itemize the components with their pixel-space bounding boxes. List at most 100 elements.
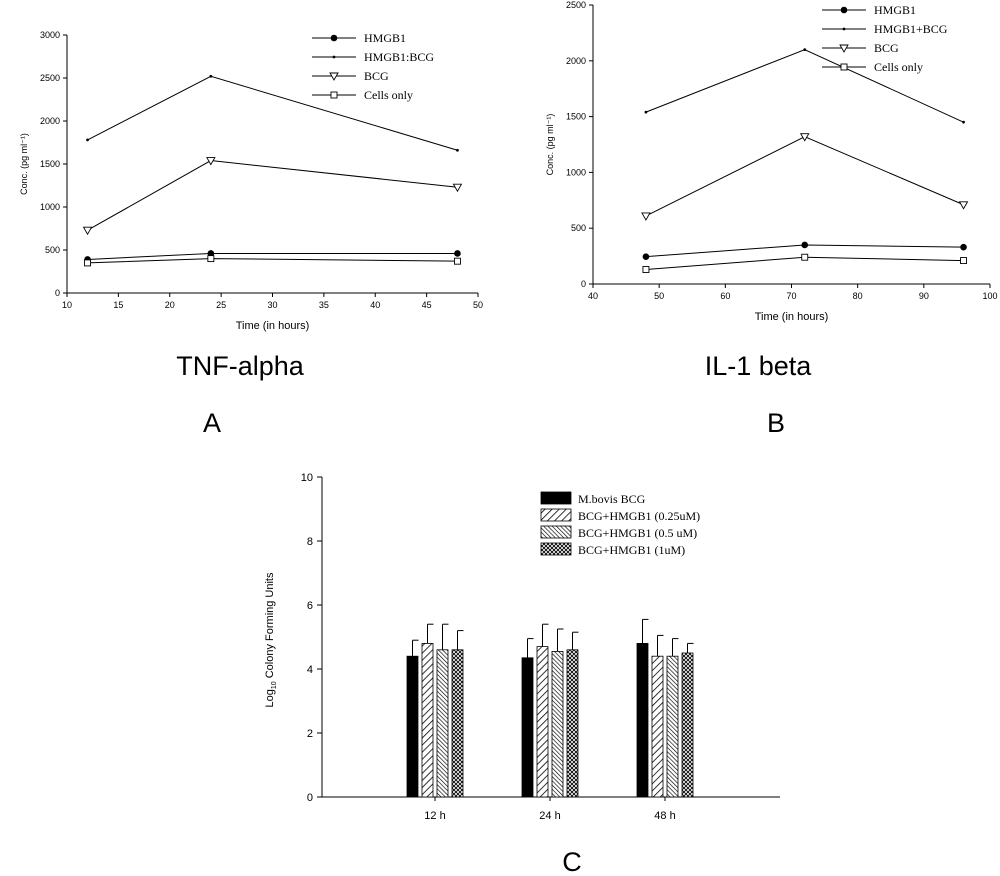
- panel-b-data-point: [801, 241, 809, 249]
- panel-b-data-point: [960, 257, 967, 265]
- panel-a-data-point: [454, 250, 461, 257]
- panel-b-y-tick-label: 2000: [566, 56, 586, 66]
- panel-a-data-point: [207, 255, 215, 263]
- panel-b-x-tick-label: 80: [853, 291, 863, 301]
- panel-c-y-tick-label: 10: [301, 472, 313, 484]
- panel-b-legend-marker: [839, 44, 849, 53]
- panel-c-bar: [566, 649, 579, 798]
- panel-a-x-tick-label: 45: [422, 300, 432, 310]
- panel-a-x-tick-label: 25: [216, 300, 226, 310]
- panel-a-data-point: [454, 257, 461, 265]
- panel-a-x-tick-label: 40: [370, 300, 380, 310]
- panel-b-x-tick-label: 90: [919, 291, 929, 301]
- panel-a-title: TNF-alpha: [176, 351, 305, 381]
- panel-c-ylabel-sub: 10: [271, 681, 278, 689]
- panel-c-bar: [666, 655, 679, 798]
- panel-c-bar: [406, 655, 419, 798]
- panel-b-data-point: [960, 243, 967, 251]
- panel-b-legend-marker: [842, 27, 846, 31]
- panel-b-data-point: [642, 253, 650, 260]
- panel-c-bar: [521, 657, 534, 798]
- panel-b-y-tick-label: 2500: [566, 0, 586, 10]
- panel-c-legend-label: BCG+HMGB1 (0.25uM): [578, 509, 700, 523]
- panel-c-y-tick-label: 2: [307, 728, 313, 740]
- panel-c-ylabel-suffix: Colony Forming Units: [264, 572, 276, 681]
- panel-a-legend-marker: [329, 72, 339, 81]
- panel-a-legend-marker: [330, 91, 338, 99]
- panel-a-y-tick-label: 2000: [40, 116, 60, 126]
- panel-c-bar: [551, 651, 564, 798]
- panel-b-x-axis-title: Time (in hours): [755, 311, 829, 323]
- panel-c-legend-swatch: [540, 542, 572, 556]
- panel-a-data-point: [452, 183, 463, 193]
- panel-c-bar: [436, 649, 449, 798]
- panel-a-legend-label: Cells only: [364, 88, 413, 102]
- panel-b-data-point: [958, 201, 969, 210]
- panel-a-legend-marker: [332, 55, 336, 59]
- panel-b-x-tick-label: 100: [982, 291, 997, 301]
- panel-b-x-tick-label: 70: [786, 291, 796, 301]
- panel-c-bar: [421, 643, 434, 798]
- panel-b-legend-label: HMGB1: [874, 3, 916, 17]
- panel-a-legend-label: HMGB1:BCG: [364, 50, 434, 64]
- panel-a-data-point: [86, 138, 89, 142]
- panel-b-y-tick-label: 0: [581, 279, 586, 289]
- panel-a-x-tick-label: 50: [473, 300, 483, 310]
- panel-b-series-line: [645, 136, 964, 217]
- panel-c-y-tick-label: 6: [307, 600, 313, 612]
- panel-a-label: A: [203, 408, 221, 438]
- panel-a-data-point: [456, 148, 459, 152]
- panel-a-y-tick-label: 0: [55, 288, 60, 298]
- panel-a-data-point: [84, 259, 92, 267]
- panel-b-y-tick-label: 1000: [566, 167, 586, 177]
- panel-c-ylabel: Log10 Colony Forming Units: [264, 572, 278, 707]
- panel-a-data-point: [209, 74, 213, 78]
- panel-c-legend-label: BCG+HMGB1 (0.5 uM): [578, 526, 697, 540]
- panel-a-y-tick-label: 500: [45, 245, 60, 255]
- panel-c-legend-swatch: [540, 491, 572, 505]
- panel-a-y-axis-title: Conc. (pg ml⁻¹): [19, 133, 29, 195]
- panel-b-data-point: [644, 110, 648, 114]
- panel-b-data-point: [799, 133, 810, 142]
- panel-a-series-line: [87, 160, 458, 231]
- panel-a-x-tick-label: 30: [267, 300, 277, 310]
- panel-a-legend-label: BCG: [364, 69, 389, 83]
- panel-b-legend-marker: [840, 63, 848, 71]
- panel-c-y-tick-label: 4: [307, 664, 313, 676]
- panel-b-y-tick-label: 500: [571, 223, 586, 233]
- panel-b-y-axis-title: Conc. (pg ml⁻¹): [545, 114, 555, 176]
- panel-c-legend-swatch: [540, 525, 572, 539]
- panel-b-title: IL-1 beta: [705, 351, 813, 381]
- panel-a-x-tick-label: 20: [165, 300, 175, 310]
- panel-a-y-tick-label: 2500: [40, 73, 60, 83]
- panel-c-legend-swatch: [540, 508, 572, 522]
- panel-a-legend-label: HMGB1: [364, 31, 406, 45]
- panel-a-chart: 10 15 20 25 30 35 40 45 500500100015002000250030…: [19, 30, 483, 332]
- panel-c-bar: [651, 655, 664, 798]
- panel-a-data-point: [82, 226, 93, 236]
- panel-b-data-point: [962, 120, 965, 124]
- panel-b-legend-label: Cells only: [874, 60, 923, 74]
- panel-b-label: B: [767, 408, 785, 438]
- panel-b-data-point: [803, 48, 807, 52]
- panel-a-x-tick-label: 35: [319, 300, 329, 310]
- panel-c-category-label: 48 h: [654, 810, 675, 822]
- panel-a-x-axis-title: Time (in hours): [236, 320, 310, 332]
- panel-a-y-tick-label: 1500: [40, 159, 60, 169]
- panel-b-x-tick-label: 40: [588, 291, 598, 301]
- panel-b-legend-marker: [840, 6, 848, 14]
- panel-c-category-label: 24 h: [539, 810, 560, 822]
- panel-c-chart: 0 2 4 6 8 10 12 h 24 h 48 h M.bovis BCG BCG+HMGB1 …: [301, 472, 780, 822]
- panel-c-legend-label: BCG+HMGB1 (1uM): [578, 543, 685, 557]
- panel-a-x-tick-label: 15: [113, 300, 123, 310]
- panel-c-ylabel-prefix: Log: [264, 689, 276, 707]
- panel-a-data-point: [207, 250, 215, 257]
- panel-c-bar: [636, 643, 649, 798]
- panel-b-data-point: [801, 253, 809, 261]
- panel-c-bar: [536, 646, 549, 798]
- panel-b-x-tick-label: 60: [720, 291, 730, 301]
- panel-b-legend-label: BCG: [874, 41, 899, 55]
- panel-b-legend-label: HMGB1+BCG: [874, 22, 948, 36]
- panel-a-series-line: [87, 252, 458, 260]
